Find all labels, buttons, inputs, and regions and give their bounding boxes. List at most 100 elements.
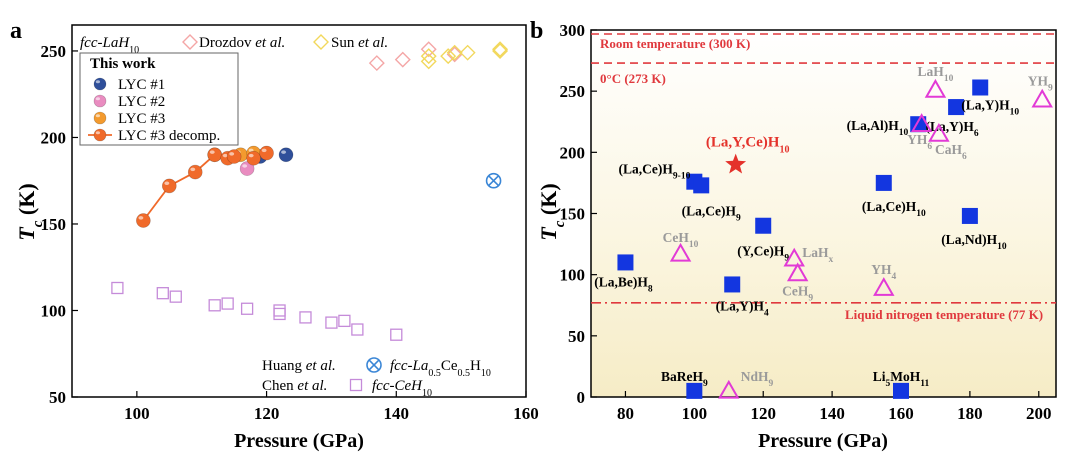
legend-item-label: LYC #3 [118, 111, 165, 127]
panel-b-xtick-label: 200 [1026, 404, 1052, 423]
point-chen-et-al- [169, 290, 182, 303]
panel-b-xtick-label: 100 [682, 404, 708, 423]
magenta-triangle-point [718, 379, 740, 399]
panel-b-label: b [530, 18, 543, 44]
legend-item-label: LYC #2 [118, 94, 165, 110]
blue-square-point [875, 174, 892, 191]
marker-sphere [226, 149, 242, 164]
point-lyc-2 [239, 161, 255, 176]
blue-square-point [893, 382, 909, 399]
point-lyc-3-decomp- [246, 150, 261, 166]
marker-sphere [93, 94, 107, 108]
magenta-triangle-point [873, 277, 895, 296]
point-chen-et-al- [390, 328, 403, 341]
point-lyc-3-decomp- [161, 178, 177, 194]
point-huang-et-al- [485, 172, 502, 189]
magenta-triangle-label: LaHx [802, 245, 833, 265]
marker-circle [485, 172, 502, 189]
marker-sphere [136, 213, 151, 228]
panel-b-xlabel: Pressure (GPa) [758, 430, 888, 452]
legend-item-label: LYC #3 decomp. [118, 128, 220, 144]
panel-b-ytick-label: 250 [560, 82, 586, 101]
marker-highlight [138, 216, 144, 220]
point-drozdov-et-al- [420, 41, 437, 58]
marker-highlight [95, 131, 100, 135]
point-drozdov-et-al- [368, 55, 385, 72]
marker-sphere [259, 145, 274, 161]
legend-box [79, 52, 239, 146]
magenta-triangle-point [783, 247, 805, 267]
marker-highlight [248, 148, 254, 153]
blue-square-point [693, 177, 710, 194]
blue-square-label: (La,Ce)H9-10 [619, 162, 691, 182]
blue-square-label: (La,Ce)H9 [682, 203, 741, 223]
reference-line-label: Liquid nitrogen temperature (77 K) [845, 307, 1043, 322]
blue-square-label: (La,Nd)H10 [941, 232, 1007, 252]
panel-a-ylabel: Tc (K) [14, 183, 46, 240]
magenta-triangle-label: CeH9 [782, 283, 813, 303]
blue-square-label: (La,Y)H4 [716, 298, 769, 318]
marker-sphere [93, 128, 107, 142]
panel-b-ylabel: Tc (K) [536, 183, 568, 240]
magenta-triangle-label: LaH10 [918, 64, 954, 84]
legend-marker [93, 111, 107, 125]
point-sun-et-al- [440, 48, 457, 65]
panel-b-ytick-label: 150 [560, 205, 586, 224]
blue-square-label: (Y,Ce)H9 [737, 244, 789, 264]
blue-square-label: (La,Y)H10 [961, 97, 1019, 117]
legend-top-label: fcc-LaH10 [80, 35, 139, 56]
marker-highlight [242, 164, 248, 168]
magenta-triangle-point [669, 242, 692, 262]
point-chen-et-al- [338, 314, 351, 328]
marker-highlight [248, 153, 254, 158]
magenta-triangle-label: YH9 [1028, 74, 1053, 94]
panel-b-ytick-label: 50 [568, 327, 585, 346]
marker-sphere [93, 77, 107, 91]
magenta-triangle-label: YH6 [907, 132, 932, 152]
marker-x [488, 175, 500, 187]
panel-b-ytick-label: 0 [577, 388, 586, 407]
panel-b-chart: Room temperature (300 K) 0°C (273 K) Liqui… [536, 21, 1057, 452]
magenta-triangle-point [910, 113, 933, 132]
blue-square-point [686, 382, 703, 399]
legend-huang-author: Huang et al. [262, 358, 336, 374]
point-lyc-3-decomp- [259, 145, 274, 161]
point-lyc-3-decomp- [207, 147, 222, 163]
marker-sphere [278, 147, 294, 163]
legend-top-sun: Sun et al. [331, 35, 388, 51]
marker-sphere [93, 111, 107, 125]
panel-a-ytick-label: 250 [41, 42, 67, 61]
blue-square-label: (La,Be)H8 [594, 274, 653, 294]
magenta-triangle-point [924, 78, 947, 98]
marker-highlight [222, 153, 228, 158]
panel-b-xtick-label: 160 [888, 404, 914, 423]
marker-circle [366, 357, 382, 373]
blue-square-label: (La,Al)H10 [847, 118, 909, 138]
blue-square-point [617, 254, 634, 271]
panel-a-xtick-label: 160 [513, 404, 539, 423]
marker-sphere [161, 178, 177, 194]
marker-highlight [209, 150, 215, 154]
panel-a-label: a [10, 18, 22, 44]
panel-b-xtick-label: 80 [617, 404, 634, 423]
point-sun-et-al- [446, 44, 463, 61]
panel-b-ytick-label: 100 [560, 266, 586, 285]
legend-marker-huang [366, 357, 382, 373]
panel-a-ytick-label: 100 [41, 301, 67, 320]
panel-a-ytick-label: 50 [49, 388, 66, 407]
magenta-triangle-point [928, 122, 950, 142]
marker-highlight [229, 152, 235, 156]
panel-a-xtick-label: 120 [254, 404, 280, 423]
point-lyc-1 [278, 147, 294, 163]
point-drozdov-et-al- [446, 46, 463, 63]
marker-sphere [246, 150, 261, 166]
marker-highlight [261, 148, 267, 153]
blue-square-label: (La,Y)H6 [926, 119, 979, 139]
point-chen-et-al- [325, 316, 338, 329]
magenta-triangle-label: CaH6 [935, 142, 967, 162]
panel-b-ytick-label: 300 [560, 21, 586, 40]
this-work-label: (La,Y,Ce)H10 [706, 135, 790, 156]
legend-chen-label: fcc-CeH10 [372, 378, 432, 399]
blue-square-point [948, 99, 965, 116]
